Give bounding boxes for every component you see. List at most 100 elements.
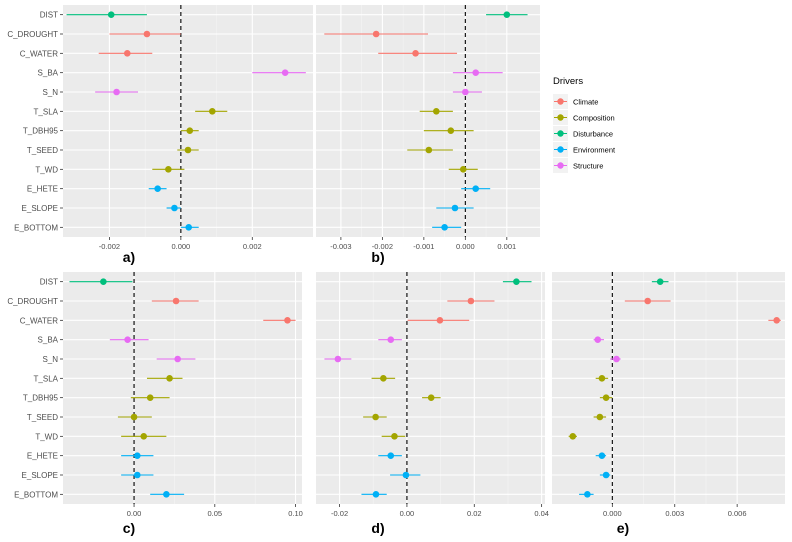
x-tick-label: 0.000	[171, 242, 190, 251]
y-tick-label: T_DBH95	[23, 127, 59, 136]
y-tick-label: T_SLA	[34, 374, 59, 383]
legend-key-point	[557, 130, 564, 137]
x-tick-label: 0.002	[243, 242, 262, 251]
point-s_ba	[281, 69, 289, 76]
y-tick-label: T_SLA	[34, 107, 59, 116]
point-t_dbh95	[602, 394, 610, 401]
point-e_bottom	[441, 224, 448, 231]
point-dist	[100, 278, 107, 285]
y-tick-label: S_BA	[38, 69, 59, 78]
point-t_sla	[598, 375, 606, 382]
legend-label: Environment	[573, 146, 616, 155]
y-tick-label: E_HETE	[27, 185, 58, 194]
point-t_sla	[166, 375, 173, 382]
panel-b: -0.003 -0.002 -0.001 0.000 0.001 b)	[316, 5, 540, 265]
legend-label: Structure	[573, 162, 603, 171]
x-tick-label: 0.02	[467, 509, 482, 518]
y-tick-label: E_HETE	[27, 452, 58, 461]
y-tick-label: S_N	[42, 88, 58, 97]
y-tick-label: C_WATER	[20, 316, 58, 325]
point-e_hete	[133, 452, 141, 459]
panel-background	[63, 272, 302, 504]
panel-background	[316, 5, 540, 237]
point-c_drought	[172, 297, 180, 305]
panel-label: a)	[123, 249, 135, 265]
point-s_ba	[472, 69, 480, 76]
point-t_seed	[130, 413, 138, 421]
point-t_dbh95	[146, 394, 154, 401]
point-e_slope	[171, 204, 178, 212]
point-e_bottom	[584, 491, 591, 498]
point-e_slope	[402, 471, 410, 479]
point-c_water	[436, 317, 444, 324]
point-c_drought	[644, 297, 651, 305]
point-dist	[503, 11, 511, 18]
point-s_n	[462, 88, 469, 96]
y-tick-label: T_WD	[35, 432, 58, 441]
legend: Drivers Climate Composition Disturbance Envi…	[553, 76, 616, 173]
y-tick-label: T_SEED	[27, 413, 58, 422]
y-tick-label: T_SEED	[27, 146, 58, 155]
point-t_sla	[208, 108, 216, 115]
point-c_drought	[467, 297, 475, 305]
y-tick-label: C_DROUGHT	[7, 30, 58, 39]
x-tick-label: 0.10	[288, 509, 303, 518]
y-tick-label: T_WD	[35, 165, 58, 174]
point-s_n	[174, 355, 181, 363]
point-dist	[656, 278, 664, 285]
y-tick-label: E_BOTTOM	[14, 490, 58, 499]
panel-background	[316, 272, 545, 504]
legend-title: Drivers	[553, 76, 583, 87]
x-tick-label: 0.00	[400, 509, 415, 518]
point-t_wd	[459, 166, 467, 173]
point-c_water	[412, 50, 419, 57]
x-tick-label: 0.001	[497, 242, 516, 251]
point-e_bottom	[163, 491, 170, 498]
x-tick-label: -0.001	[413, 242, 434, 251]
legend-key-point	[557, 162, 564, 169]
y-tick-label: T_DBH95	[23, 394, 59, 403]
x-tick-label: 0.05	[207, 509, 222, 518]
legend-label: Climate	[573, 98, 598, 107]
point-s_n	[613, 355, 620, 363]
point-t_dbh95	[447, 127, 455, 134]
panel-label: c)	[123, 520, 135, 536]
y-tick-label: S_N	[42, 355, 58, 364]
x-tick-label: -0.002	[99, 242, 120, 251]
panel-label: e)	[617, 520, 629, 536]
x-tick-label: 0.000	[603, 509, 622, 518]
y-tick-label: S_BA	[38, 336, 59, 345]
point-t_dbh95	[186, 127, 194, 134]
point-e_hete	[154, 185, 161, 192]
x-tick-label: -0.02	[331, 509, 348, 518]
legend-item: Disturbance	[553, 126, 613, 141]
legend-key-point	[557, 146, 564, 153]
x-tick-label: 0.006	[728, 509, 747, 518]
legend-key-point	[557, 114, 564, 121]
point-e_slope	[133, 471, 141, 479]
point-c_water	[284, 317, 291, 324]
legend-item: Environment	[553, 142, 616, 157]
point-t_seed	[596, 413, 604, 421]
point-c_drought	[372, 30, 380, 38]
point-t_wd	[391, 433, 398, 440]
x-tick-label: -0.002	[372, 242, 393, 251]
point-s_ba	[594, 336, 602, 343]
x-tick-label: 0.003	[665, 509, 684, 518]
legend-item: Structure	[553, 158, 603, 173]
panel-background	[63, 5, 313, 237]
legend-key-point	[557, 98, 564, 105]
x-tick-label: 0.04	[534, 509, 549, 518]
panel-a: DIST C_DROUGHT C_WATER S_BA S_N T_SLA T_DBH95 T…	[7, 5, 313, 265]
y-tick-label: E_SLOPE	[22, 471, 58, 480]
point-t_seed	[184, 146, 192, 154]
panel-d: -0.02 0.00 0.02 0.04 d)	[316, 272, 549, 536]
point-s_n	[113, 88, 120, 96]
point-t_seed	[372, 413, 379, 421]
panel-label: b)	[371, 249, 384, 265]
point-t_wd	[140, 433, 148, 440]
point-t_dbh95	[427, 394, 435, 401]
point-c_drought	[143, 30, 151, 38]
point-t_sla	[432, 108, 440, 115]
point-t_seed	[425, 146, 433, 154]
